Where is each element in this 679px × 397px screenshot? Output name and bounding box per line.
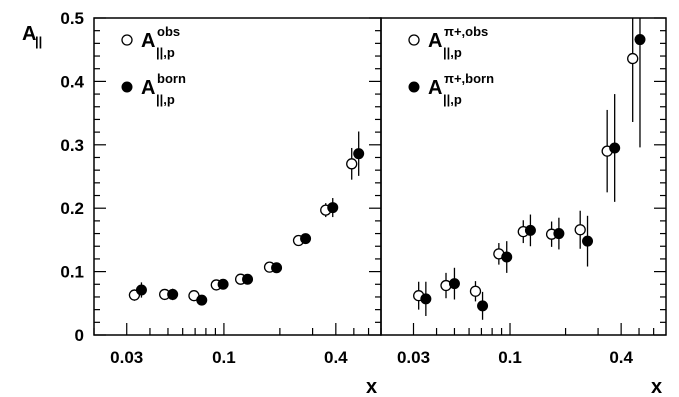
legend-label-main: A <box>428 30 442 52</box>
data-point-filled <box>553 228 565 240</box>
data-point-open <box>469 285 482 297</box>
y-axis-label-sub: || <box>35 34 42 49</box>
y-tick-label: 0.4 <box>60 72 84 91</box>
x-tick-label: 0.1 <box>498 348 522 367</box>
data-point-filled <box>353 148 365 160</box>
x-axis-label-right: x <box>651 376 662 397</box>
data-point-filled <box>327 202 339 214</box>
x-tick-label: 0.03 <box>397 348 430 367</box>
data-point-open <box>574 224 586 236</box>
legend-label-sub: ||,p <box>443 45 462 60</box>
series-born <box>135 131 365 306</box>
legend-marker-filled <box>121 81 133 93</box>
x-tick-label: 0.4 <box>609 348 633 367</box>
legend-label-sup: obs <box>157 24 180 39</box>
data-point-open <box>346 158 358 170</box>
y-tick-label: 0.2 <box>60 199 84 218</box>
data-point-filled <box>582 235 594 247</box>
legend-label-main: A <box>141 30 155 52</box>
data-point-open <box>627 52 639 65</box>
data-point-filled <box>634 34 646 46</box>
legend-marker-filled <box>408 81 420 93</box>
data-point-filled <box>501 251 513 263</box>
legend-label-sub: ||,p <box>156 92 175 107</box>
y-tick-label: 0.1 <box>60 263 84 282</box>
legend-label-main: A <box>428 77 442 99</box>
data-point-filled <box>217 278 229 290</box>
panel-left: 0.03 0.1 0.400.10.20.30.40.5A||,pobsA||,pb… <box>60 9 382 367</box>
data-point-filled <box>609 142 621 154</box>
data-point-filled <box>242 273 254 285</box>
series-born <box>420 18 646 320</box>
legend-marker-open <box>121 34 133 46</box>
data-point-filled <box>196 294 208 306</box>
legend-label-main: A <box>141 77 155 99</box>
y-tick-label: 0.3 <box>60 136 84 155</box>
y-tick-label: 0.5 <box>60 9 84 28</box>
data-point-filled <box>271 262 283 274</box>
plot-frame <box>380 17 667 336</box>
data-point-filled <box>300 233 312 245</box>
y-tick-label: 0 <box>75 326 84 345</box>
data-point-filled <box>477 300 489 312</box>
x-tick-label: 0.4 <box>324 348 348 367</box>
legend-label-sub: ||,p <box>443 92 462 107</box>
legend-marker-open <box>408 34 420 46</box>
data-point-filled <box>167 288 179 300</box>
x-tick-label: 0.1 <box>212 348 236 367</box>
x-axis-label-left: x <box>366 376 377 397</box>
legend-label-sup: π+,born <box>444 71 494 86</box>
plot-layer: 0.03 0.1 0.400.10.20.30.40.5A||,pobsA||,pb… <box>60 9 667 367</box>
y-axis-label-main: A <box>22 23 36 45</box>
data-point-filled <box>135 284 147 296</box>
legend-label-sup: born <box>157 71 186 86</box>
data-point-filled <box>420 293 432 305</box>
legend-label-sup: π+,obs <box>444 24 488 39</box>
data-point-filled <box>524 224 536 236</box>
x-tick-label: 0.03 <box>110 348 143 367</box>
series-obs <box>413 18 639 310</box>
data-point-filled <box>448 278 460 290</box>
legend-label-sub: ||,p <box>156 45 175 60</box>
